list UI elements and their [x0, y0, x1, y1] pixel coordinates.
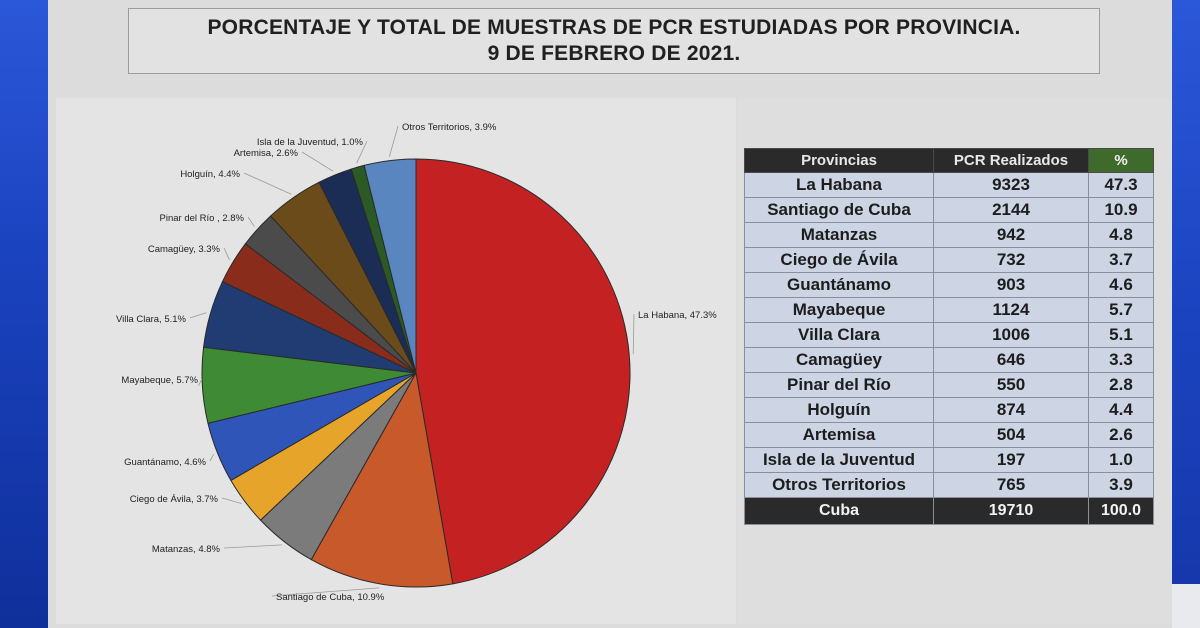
- right-background: [1172, 0, 1200, 628]
- leader-line: [189, 312, 207, 319]
- header-provincias: Provincias: [744, 148, 934, 173]
- table-row: La Habana 9323 47.3: [744, 172, 1154, 198]
- pie-slice: [363, 158, 417, 374]
- cell-percent: 2.8: [1088, 372, 1154, 398]
- cell-provincia: La Habana: [744, 172, 934, 198]
- table-row: Santiago de Cuba 2144 10.9: [744, 197, 1154, 223]
- slice-label: Otros Territorios, 3.9%: [402, 122, 497, 133]
- leader-line: [209, 453, 215, 462]
- cell-pcr: 197: [933, 447, 1089, 473]
- cell-percent: 1.0: [1088, 447, 1154, 473]
- leader-line: [271, 587, 380, 597]
- cell-provincia: Ciego de Ávila: [744, 247, 934, 273]
- slice-label: Holguín, 4.4%: [180, 169, 240, 180]
- cell-percent: 10.9: [1088, 197, 1154, 223]
- cell-provincia: Guantánamo: [744, 272, 934, 298]
- cell-pcr: 874: [933, 397, 1089, 423]
- leader-line: [223, 544, 283, 549]
- leader-line: [243, 172, 292, 195]
- table-row: Isla de la Juventud 197 1.0: [744, 447, 1154, 473]
- table-row: Artemisa 504 2.6: [744, 422, 1154, 448]
- cell-provincia: Pinar del Río: [744, 372, 934, 398]
- cell-pcr: 2144: [933, 197, 1089, 223]
- total-percent: 100.0: [1088, 497, 1154, 525]
- table-row: Guantánamo 903 4.6: [744, 272, 1154, 298]
- cell-pcr: 765: [933, 472, 1089, 498]
- slice-label: Pinar del Río , 2.8%: [160, 213, 245, 224]
- leader-line: [356, 140, 368, 164]
- cell-pcr: 504: [933, 422, 1089, 448]
- pie-slice: [415, 158, 631, 585]
- table-row: Mayabeque 1124 5.7: [744, 297, 1154, 323]
- cell-provincia: Holguín: [744, 397, 934, 423]
- slice-label: Mayabeque, 5.7%: [121, 375, 198, 386]
- slice-label: Villa Clara, 5.1%: [116, 314, 187, 325]
- cell-provincia: Matanzas: [744, 222, 934, 248]
- cell-provincia: Villa Clara: [744, 322, 934, 348]
- slice-label: Matanzas, 4.8%: [152, 544, 221, 555]
- header-percent: %: [1088, 148, 1154, 173]
- cell-percent: 4.6: [1088, 272, 1154, 298]
- table-row: Ciego de Ávila 732 3.7: [744, 247, 1154, 273]
- cell-percent: 4.4: [1088, 397, 1154, 423]
- cell-provincia: Isla de la Juventud: [744, 447, 934, 473]
- cell-percent: 2.6: [1088, 422, 1154, 448]
- cell-percent: 47.3: [1088, 172, 1154, 198]
- leader-line: [632, 313, 635, 355]
- cell-provincia: Artemisa: [744, 422, 934, 448]
- slice-label: Guantánamo, 4.6%: [124, 457, 206, 468]
- slice-label: La Habana, 47.3%: [638, 310, 717, 321]
- slice-label: Isla de la Juventud, 1.0%: [257, 137, 364, 148]
- leader-line: [301, 151, 334, 172]
- cell-pcr: 942: [933, 222, 1089, 248]
- leader-line: [221, 497, 242, 504]
- cell-pcr: 550: [933, 372, 1089, 398]
- total-label: Cuba: [744, 497, 934, 525]
- table-row: Otros Territorios 765 3.9: [744, 472, 1154, 498]
- cell-provincia: Camagüey: [744, 347, 934, 373]
- cell-pcr: 732: [933, 247, 1089, 273]
- cell-percent: 3.9: [1088, 472, 1154, 498]
- cell-pcr: 646: [933, 347, 1089, 373]
- title-line-2: 9 DE FEBRERO DE 2021.: [487, 42, 741, 65]
- leader-line: [198, 378, 203, 386]
- left-background: [0, 0, 48, 628]
- total-pcr: 19710: [933, 497, 1089, 525]
- cell-pcr: 1006: [933, 322, 1089, 348]
- slice-label: Artemisa, 2.6%: [234, 148, 299, 159]
- cell-percent: 5.7: [1088, 297, 1154, 323]
- table-row: Holguín 874 4.4: [744, 397, 1154, 423]
- table-row: Camagüey 646 3.3: [744, 347, 1154, 373]
- leader-line: [389, 125, 399, 157]
- cell-percent: 5.1: [1088, 322, 1154, 348]
- table-row: Villa Clara 1006 5.1: [744, 322, 1154, 348]
- leader-line: [223, 247, 230, 261]
- cell-provincia: Otros Territorios: [744, 472, 934, 498]
- table-header-row: Provincias PCR Realizados %: [744, 148, 1154, 173]
- pie-chart: La Habana, 47.3% Santiago de Cuba, 10.9% M…: [116, 122, 717, 603]
- slice-label: Camagüey, 3.3%: [148, 244, 221, 255]
- cell-provincia: Santiago de Cuba: [744, 197, 934, 223]
- slice-label: Ciego de Ávila, 3.7%: [130, 494, 219, 505]
- cell-pcr: 1124: [933, 297, 1089, 323]
- table-total-row: Cuba 19710 100.0: [744, 497, 1154, 525]
- table-row: Matanzas 942 4.8: [744, 222, 1154, 248]
- pie-slice: [310, 371, 454, 588]
- title-line-1: PORCENTAJE Y TOTAL DE MUESTRAS DE PCR ES…: [207, 16, 1021, 39]
- cell-percent: 4.8: [1088, 222, 1154, 248]
- leader-line: [247, 216, 255, 227]
- table-row: Pinar del Río 550 2.8: [744, 372, 1154, 398]
- header-pcr: PCR Realizados: [933, 148, 1089, 173]
- title-box: PORCENTAJE Y TOTAL DE MUESTRAS DE PCR ES…: [128, 8, 1100, 74]
- cell-pcr: 9323: [933, 172, 1089, 198]
- slice-label: Santiago de Cuba, 10.9%: [276, 592, 385, 603]
- cell-percent: 3.7: [1088, 247, 1154, 273]
- cell-pcr: 903: [933, 272, 1089, 298]
- cell-provincia: Mayabeque: [744, 297, 934, 323]
- data-table: Provincias PCR Realizados % La Habana 932…: [744, 148, 1154, 525]
- cell-percent: 3.3: [1088, 347, 1154, 373]
